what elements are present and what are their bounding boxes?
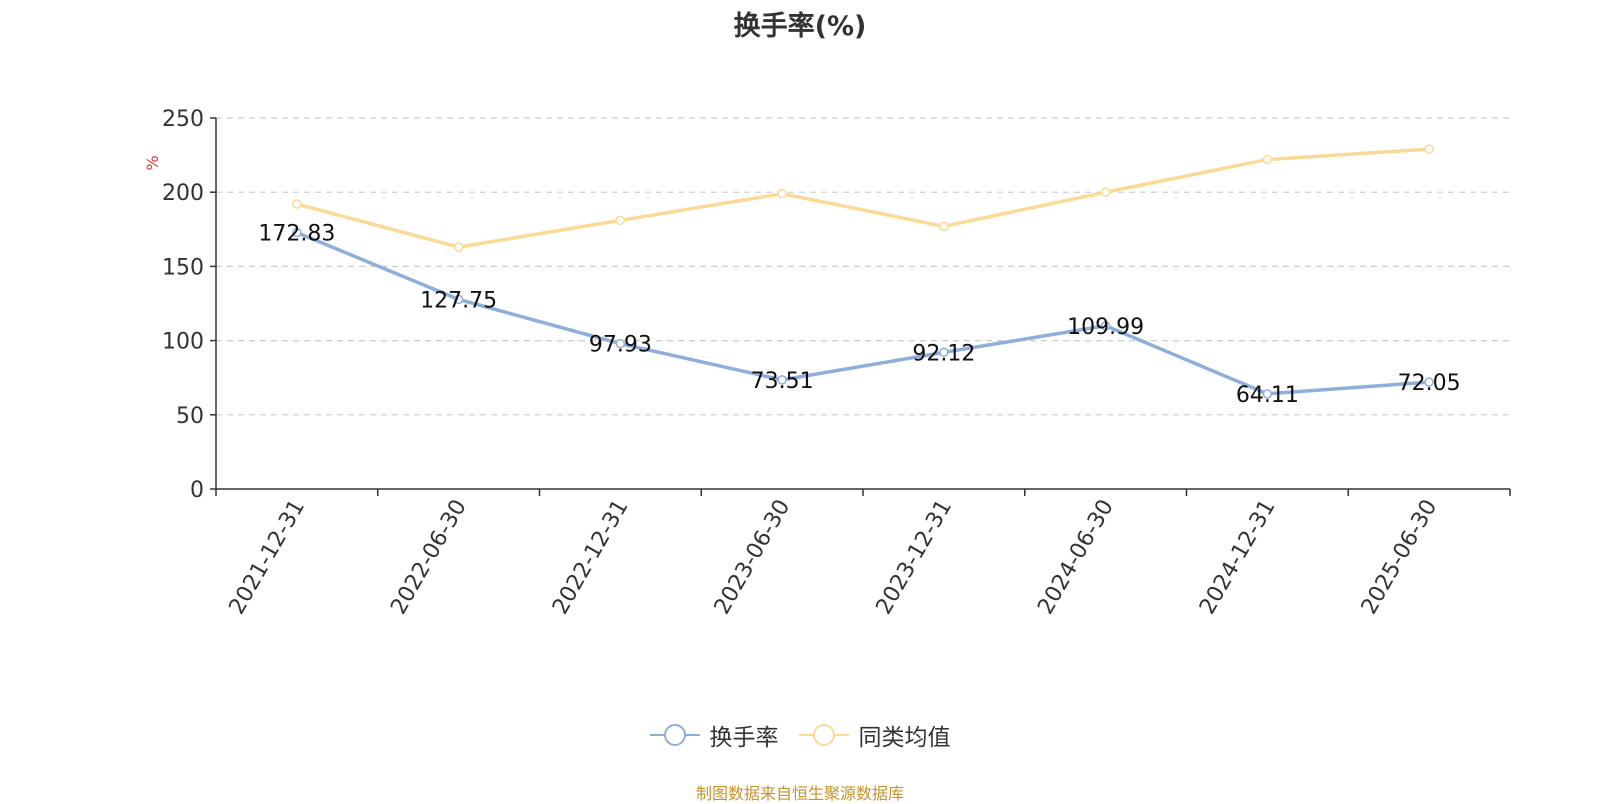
- data-point: [292, 227, 302, 238]
- data-point: [939, 221, 949, 232]
- data-point: [1100, 321, 1111, 331]
- data-label: 109.99: [1067, 315, 1144, 340]
- data-label: 64.11: [1236, 383, 1299, 408]
- data-label: 97.93: [589, 333, 652, 358]
- series-layer: [292, 144, 1434, 399]
- data-point: [1424, 144, 1434, 154]
- data-point: [777, 375, 787, 385]
- x-tick-label: 2025-06-30: [1357, 496, 1443, 619]
- data-point: [615, 215, 626, 226]
- legend: 换手率 同类均值: [0, 718, 1600, 752]
- data-point: [453, 242, 464, 252]
- data-point: [1100, 187, 1111, 197]
- data-point: [1262, 154, 1273, 165]
- legend-item-peer-average[interactable]: 同类均值: [798, 718, 951, 752]
- legend-line-circle-icon: [798, 724, 849, 746]
- grid-layer: [216, 117, 1510, 416]
- y-tick-label: 50: [176, 404, 204, 429]
- data-label: 127.75: [420, 288, 497, 313]
- data-point: [453, 294, 464, 305]
- x-tick-label: 2023-12-31: [871, 496, 957, 619]
- x-tick-label: 2023-06-30: [710, 496, 796, 619]
- x-tick-label: 2022-12-31: [548, 496, 634, 619]
- y-tick-label: 150: [162, 255, 204, 280]
- source-note: 制图数据来自恒生聚源数据库: [695, 784, 904, 803]
- data-label: 73.51: [751, 369, 814, 394]
- data-point: [777, 188, 787, 199]
- x-tick-label: 2022-06-30: [386, 496, 472, 619]
- label-layer: 172.83 127.75 97.93 73.51 92.12 109.99 64.11 72…: [258, 222, 1460, 408]
- data-point: [939, 347, 949, 358]
- data-label: 72.05: [1398, 371, 1461, 396]
- y-axis-label: %: [143, 155, 162, 170]
- y-tick-label: 100: [162, 330, 204, 355]
- series-line: [296, 230, 1430, 396]
- y-tick-label: 250: [162, 107, 204, 132]
- legend-item-turnover[interactable]: 换手率: [649, 718, 779, 752]
- legend-label: 同类均值: [858, 725, 951, 751]
- y-tick-label: 0: [190, 478, 204, 503]
- y-tick-label: 200: [162, 181, 204, 206]
- legend-label: 换手率: [709, 725, 779, 751]
- chart-title: 换手率(%): [733, 11, 867, 42]
- data-point: [1424, 377, 1434, 387]
- series-line: [296, 147, 1430, 249]
- axis-layer: 0 50 100 150 200 250 2021-12-31 2022-06-30 2022-…: [162, 107, 1511, 619]
- data-label: 172.83: [258, 222, 335, 247]
- data-point: [615, 338, 626, 349]
- data-point: [292, 199, 302, 209]
- data-label: 92.12: [912, 341, 975, 366]
- x-tick-label: 2021-12-31: [224, 496, 310, 619]
- x-tick-label: 2024-06-30: [1033, 496, 1119, 619]
- legend-line-circle-icon: [649, 724, 700, 746]
- x-tick-label: 2024-12-31: [1195, 496, 1281, 619]
- data-point: [1262, 389, 1273, 399]
